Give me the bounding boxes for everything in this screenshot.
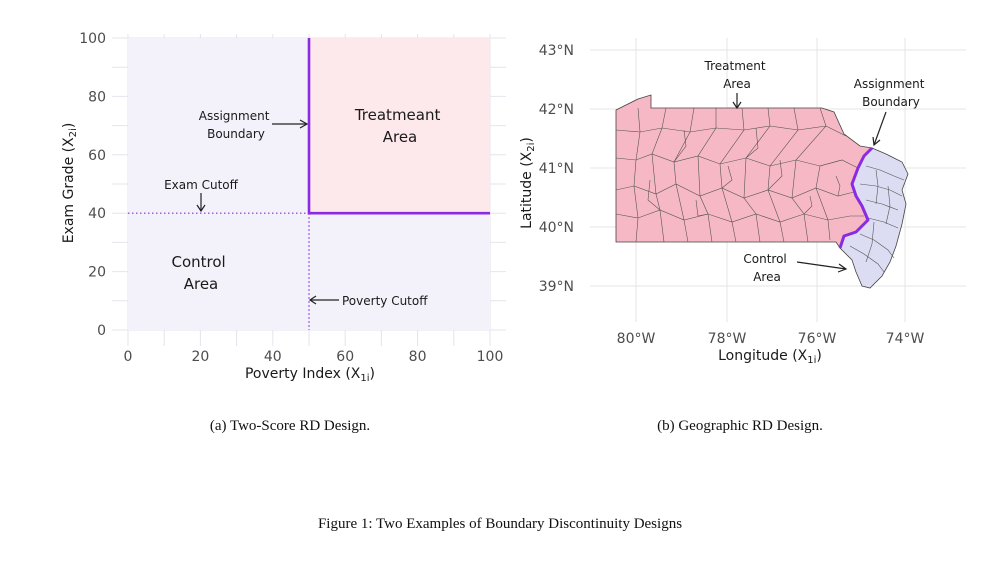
arrow-icon — [872, 111, 887, 147]
panel-b-x-axis-title: Longitude (X1i) — [718, 348, 822, 366]
y-tick-42n: 42°N — [539, 102, 574, 118]
y-tick-label: 20 — [88, 265, 106, 281]
y-tick-43n: 43°N — [539, 43, 574, 59]
y-tick-41n: 41°N — [539, 161, 574, 177]
assignment-boundary-line — [307, 38, 490, 215]
x-tick-label: 20 — [191, 349, 209, 365]
y-tick-40n: 40°N — [539, 220, 574, 236]
control-area-label: Control Area — [171, 253, 230, 293]
y-tick-label: 100 — [79, 31, 106, 47]
arrow-icon — [272, 119, 309, 129]
assignment-boundary-label-a: Assignment Boundary — [199, 109, 273, 141]
x-tick-76w: 76°W — [798, 331, 837, 347]
panel-a-x-axis-title: Poverty Index (X1i) — [245, 366, 375, 384]
figure-caption: Figure 1: Two Examples of Boundary Disco… — [317, 516, 683, 532]
nj-county-lines — [849, 165, 905, 273]
panel-a-y-axis-title: Exam Grade (X2i) — [61, 123, 79, 244]
arrow-icon — [732, 93, 742, 110]
treatment-area-label: Treatmeant Area — [354, 106, 445, 146]
x-tick-74w: 74°W — [886, 331, 925, 347]
treatment-area-label-b: Treatment Area — [704, 59, 770, 91]
treatment-region — [309, 38, 490, 214]
y-tick-39n: 39°N — [539, 279, 574, 295]
panel-b-caption: (b) Geographic RD Design. — [657, 418, 823, 434]
geographic-assignment-boundary — [838, 146, 874, 249]
x-tick-label: 40 — [264, 349, 282, 365]
panel-a-lines — [128, 38, 490, 330]
x-tick-label: 60 — [336, 349, 354, 365]
pennsylvania-treatment-area — [615, 94, 873, 249]
x-tick-78w: 78°W — [708, 331, 747, 347]
panel-a-two-score-plot: 0 20 40 60 80 100 0 20 40 60 80 100 Treatmeant Area… — [61, 31, 506, 384]
exam-cutoff-label: Exam Cutoff — [164, 178, 239, 192]
x-tick-80w: 80°W — [617, 331, 656, 347]
y-tick-label: 0 — [97, 323, 106, 339]
y-tick-label: 60 — [88, 148, 106, 164]
control-area-label-b: Control Area — [743, 252, 790, 284]
pa-county-lines — [615, 107, 864, 243]
x-tick-label: 100 — [477, 349, 504, 365]
x-tick-label: 0 — [124, 349, 133, 365]
y-tick-label: 80 — [88, 89, 106, 105]
panel-a-ticks: 0 20 40 60 80 100 0 20 40 60 80 100 — [79, 31, 503, 365]
arrow-icon — [308, 295, 339, 305]
arrow-icon — [796, 261, 848, 273]
x-tick-label: 80 — [409, 349, 427, 365]
panel-b-geographic-map: Treatment Area Assignment Boundary Contr… — [519, 38, 966, 366]
y-tick-label: 40 — [88, 206, 106, 222]
panel-a-caption: (a) Two-Score RD Design. — [209, 418, 371, 434]
assignment-boundary-label-b: Assignment Boundary — [854, 77, 928, 109]
poverty-cutoff-label: Poverty Cutoff — [342, 294, 428, 308]
arrow-icon — [196, 193, 206, 213]
panel-b-y-axis-title: Latitude (X2i) — [519, 137, 537, 229]
